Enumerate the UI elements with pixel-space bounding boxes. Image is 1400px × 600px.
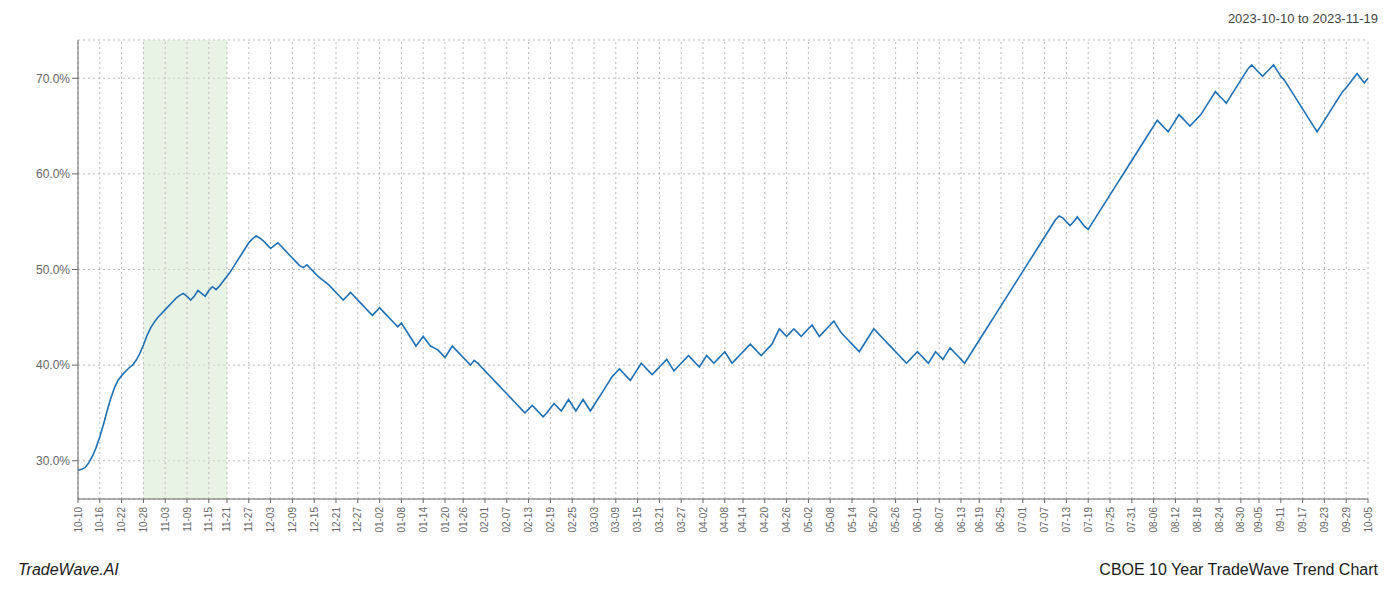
svg-text:08-06: 08-06	[1148, 507, 1159, 533]
svg-text:04-20: 04-20	[759, 507, 770, 533]
svg-text:11-15: 11-15	[203, 507, 214, 532]
svg-text:07-25: 07-25	[1105, 507, 1116, 533]
svg-text:06-19: 06-19	[974, 507, 985, 533]
svg-text:02-13: 02-13	[523, 507, 534, 533]
svg-text:04-08: 04-08	[719, 507, 730, 533]
svg-text:05-14: 05-14	[847, 507, 858, 533]
svg-text:08-12: 08-12	[1170, 507, 1181, 533]
svg-text:12-09: 12-09	[287, 507, 298, 533]
svg-text:30.0%: 30.0%	[36, 454, 70, 468]
svg-text:06-25: 06-25	[995, 507, 1006, 533]
svg-text:12-27: 12-27	[352, 507, 363, 533]
svg-text:07-31: 07-31	[1126, 507, 1137, 533]
svg-text:03-09: 03-09	[610, 507, 621, 533]
svg-text:10-05: 10-05	[1363, 507, 1374, 533]
svg-text:07-13: 07-13	[1061, 507, 1072, 533]
svg-text:06-07: 06-07	[934, 507, 945, 533]
html-text:TradeWave.AI: TradeWave.AI	[18, 561, 119, 578]
svg-text:12-21: 12-21	[331, 507, 342, 533]
svg-text:02-25: 02-25	[567, 507, 578, 533]
svg-text:11-27: 11-27	[243, 507, 254, 532]
svg-text:70.0%: 70.0%	[36, 72, 70, 86]
svg-text:04-26: 04-26	[781, 507, 792, 533]
svg-text:05-02: 05-02	[803, 507, 814, 533]
svg-text:10-28: 10-28	[138, 507, 149, 533]
svg-text:01-14: 01-14	[418, 507, 429, 533]
svg-text:50.0%: 50.0%	[36, 263, 70, 277]
svg-text:01-02: 01-02	[374, 507, 385, 533]
html-text:CBOE 10 Year TradeWave Trend C: CBOE 10 Year TradeWave Trend Chart	[1099, 561, 1378, 578]
svg-text:09-23: 09-23	[1319, 507, 1330, 533]
svg-text:01-08: 01-08	[396, 507, 407, 533]
svg-text:12-15: 12-15	[309, 507, 320, 533]
svg-text:07-01: 07-01	[1017, 507, 1028, 533]
svg-text:05-08: 05-08	[825, 507, 836, 533]
svg-text:02-19: 02-19	[545, 507, 556, 533]
svg-text:11-09: 11-09	[182, 507, 193, 532]
svg-text:03-15: 03-15	[632, 507, 643, 533]
svg-text:12-03: 12-03	[265, 507, 276, 533]
svg-text:02-07: 02-07	[501, 507, 512, 533]
svg-text:09-17: 09-17	[1297, 507, 1308, 533]
svg-text:40.0%: 40.0%	[36, 358, 70, 372]
svg-text:03-21: 03-21	[654, 507, 665, 533]
svg-text:08-24: 08-24	[1214, 507, 1225, 533]
svg-text:03-03: 03-03	[589, 507, 600, 533]
svg-text:04-14: 04-14	[737, 507, 748, 533]
svg-text:03-27: 03-27	[676, 507, 687, 533]
svg-text:10-10: 10-10	[73, 507, 84, 533]
svg-text:01-20: 01-20	[440, 507, 451, 533]
svg-text:07-19: 07-19	[1083, 507, 1094, 533]
svg-text:09-11: 09-11	[1275, 507, 1286, 532]
svg-text:07-07: 07-07	[1039, 507, 1050, 533]
svg-text:06-01: 06-01	[912, 507, 923, 533]
svg-text:09-05: 09-05	[1253, 507, 1264, 533]
svg-text:08-30: 08-30	[1235, 507, 1246, 533]
svg-text:04-02: 04-02	[698, 507, 709, 533]
svg-text:09-29: 09-29	[1341, 507, 1352, 533]
html-text:2023-10-10 to 2023-11-19: 2023-10-10 to 2023-11-19	[1227, 11, 1378, 26]
svg-text:01-26: 01-26	[458, 507, 469, 533]
svg-text:02-01: 02-01	[479, 507, 490, 533]
svg-text:11-21: 11-21	[221, 507, 232, 532]
svg-text:06-13: 06-13	[956, 507, 967, 533]
svg-text:05-26: 05-26	[890, 507, 901, 533]
svg-text:11-03: 11-03	[160, 507, 171, 532]
svg-text:05-20: 05-20	[868, 507, 879, 533]
svg-text:60.0%: 60.0%	[36, 167, 70, 181]
svg-text:10-16: 10-16	[94, 507, 105, 533]
svg-text:10-22: 10-22	[116, 507, 127, 533]
svg-text:08-18: 08-18	[1192, 507, 1203, 533]
